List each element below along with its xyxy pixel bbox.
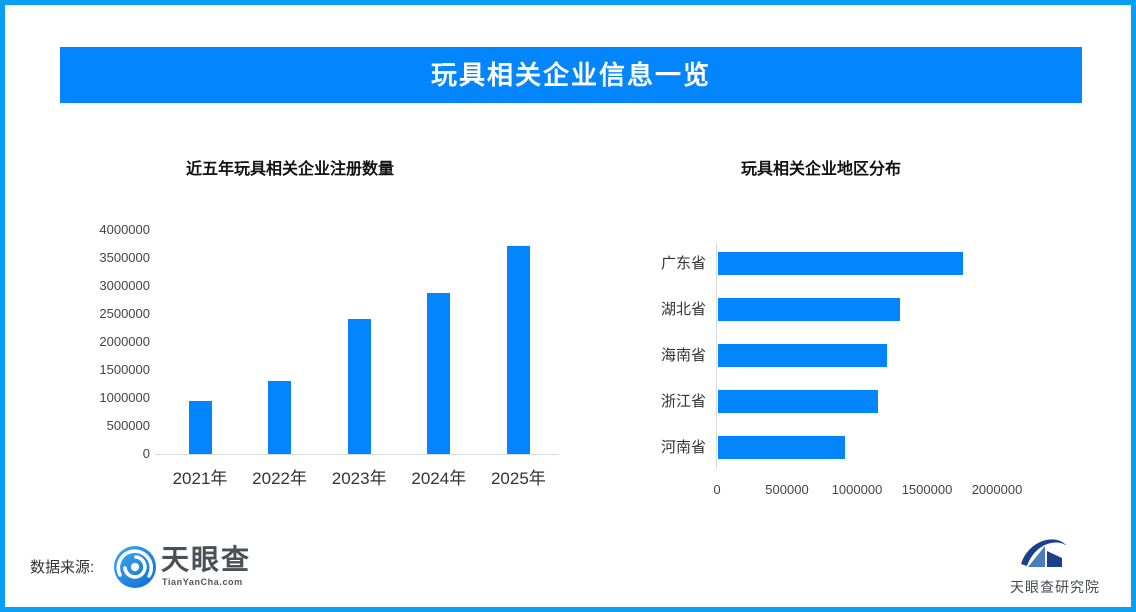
x-tick-label: 2021年 [172,469,228,488]
bar-2024年 [427,293,451,454]
y-tick-label: 2000000 [99,334,150,349]
y-tick-label: 2500000 [99,306,150,321]
bar-浙江省 [718,390,878,414]
x-tick-label: 2024年 [411,469,467,488]
category-label-浙江省: 浙江省 [660,392,706,410]
x-tick-label: 2022年 [252,469,307,488]
x-tick-label: 500000 [765,482,809,497]
bar-湖北省 [718,298,900,322]
bar-河南省 [718,436,845,460]
y-tick-label: 500000 [106,418,150,433]
x-tick-label: 2025年 [490,469,546,488]
tianyancha-domain: TianYanCha.com [162,577,243,587]
data-source-label: 数据来源: [30,559,95,576]
y-tick-label: 1000000 [99,390,150,405]
category-label-湖北省: 湖北省 [660,300,706,318]
bar-2025年 [506,246,530,454]
bar-2022年 [268,381,292,454]
right-chart-title: 玩具相关企业地区分布 [741,161,902,178]
y-tick-label: 4000000 [99,222,150,237]
category-label-广东省: 广东省 [660,254,706,272]
tianyancha-logo-icon [112,544,158,595]
x-tick-label: 2023年 [331,469,387,488]
bar-广东省 [718,252,963,275]
bar-2023年 [347,319,371,454]
category-label-河南省: 河南省 [660,438,706,456]
y-tick-label: 1500000 [99,362,150,377]
page-title-banner: 玩具相关企业信息一览 [60,47,1082,103]
category-label-海南省: 海南省 [660,346,706,364]
left-chart-title: 近五年玩具相关企业注册数量 [186,161,395,178]
y-tick-label: 0 [142,446,150,461]
y-tick-label: 3000000 [99,278,150,293]
x-tick-label: 1500000 [901,482,953,497]
x-tick-label: 0 [713,482,721,497]
bar-2021年 [188,401,212,454]
research-institute-name: 天眼查研究院 [1010,579,1100,595]
y-tick-label: 3500000 [99,250,150,265]
x-tick-label: 1000000 [831,482,883,497]
right-chart-axis-line [716,243,717,469]
x-tick-label: 2000000 [971,482,1023,497]
research-institute-logo-icon [1018,533,1070,580]
tianyancha-wordmark: 天眼查 [161,544,252,575]
page-title: 玩具相关企业信息一览 [430,60,711,90]
left-chart-baseline [155,454,559,455]
bar-海南省 [718,344,887,368]
